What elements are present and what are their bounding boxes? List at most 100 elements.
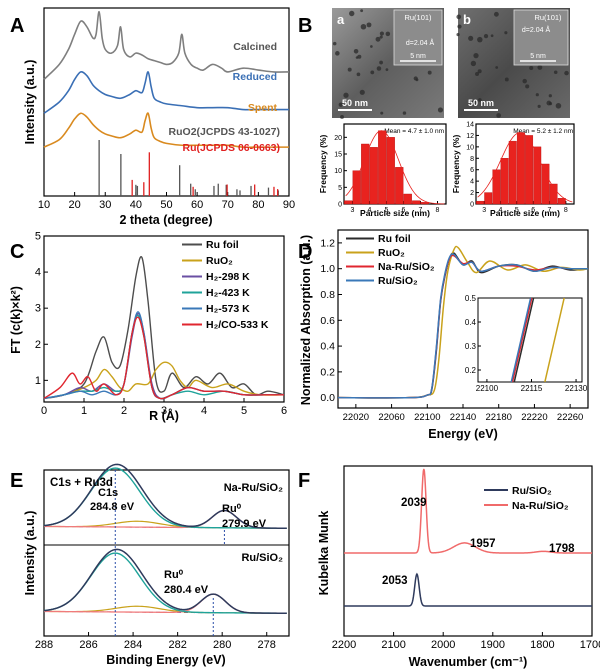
ru-nanoparticle <box>379 60 383 65</box>
panel-c-ytick-label: 2 <box>35 339 41 351</box>
panel-d-xtick-label: 22060 <box>378 412 404 423</box>
histogram-b-ylabel: Frequency (%) <box>451 135 461 194</box>
ru-nanoparticle <box>490 34 494 38</box>
hist-xtick-label: 5 <box>515 207 519 214</box>
inset-edge-line <box>513 297 535 383</box>
panel-c-ytick-label: 4 <box>35 267 41 279</box>
panel-e-title: C1s + Ru3d <box>50 477 113 489</box>
xanes-curve <box>337 245 589 399</box>
ru-nanoparticle <box>343 92 349 98</box>
hrtem-inset-a <box>393 9 443 66</box>
ru-nanoparticle <box>495 66 499 69</box>
ru-nanoparticle <box>496 113 501 118</box>
panel-a-xtick-label: 20 <box>69 199 81 211</box>
scalebar-small-label-b: 5 nm <box>530 53 546 60</box>
panel-e-xtick-label: 284 <box>124 639 142 651</box>
ru-nanoparticle <box>366 22 372 28</box>
xrd-pattern-spent <box>43 112 289 149</box>
lattice-plane-label-a: Ru(101) <box>404 13 432 22</box>
panel-c-exafs-chart: 0 1 2 3 4 5 6 1 2 3 4 5 Ru foil RuO₂ H₂-298 K H₂-423 K… <box>9 231 287 424</box>
ru-nanoparticle <box>385 68 389 72</box>
hist-xtick-label: 7 <box>419 207 423 214</box>
histogram-bar <box>476 200 485 205</box>
ru-nanoparticle <box>504 31 508 35</box>
xanes-curve <box>337 253 589 399</box>
ref-label-ruo2: RuO2(JCPDS 43-1027) <box>169 126 280 138</box>
panel-e-ylabel: Intensity (a.u.) <box>23 511 37 596</box>
xps-envelope <box>43 463 287 530</box>
hist-ytick-label: 0 <box>338 202 342 209</box>
panel-c-ytick-label: 1 <box>35 375 41 387</box>
ru-nanoparticle <box>379 35 383 39</box>
panel-e-xps-chart: 288 286 284 282 280 278 C1s + Ru3d Na-Ru/SiO₂… <box>23 463 290 667</box>
histogram-fit-curve <box>345 130 445 205</box>
ru-nanoparticle <box>457 24 462 29</box>
panel-e-xtick-label: 278 <box>258 639 276 651</box>
ru-nanoparticle <box>470 60 477 67</box>
ru-nanoparticle <box>437 107 444 113</box>
panel-d-xanes-chart: 22020 22060 22100 22140 22180 22220 22260 0.0 0.… <box>299 229 589 441</box>
panel-f-frame <box>343 465 593 637</box>
peak-label-2053: 2053 <box>382 575 408 587</box>
drifts-curve-ru-sio2 <box>344 572 592 607</box>
ru-top-value: 279.9 eV <box>222 518 267 530</box>
inset-ytick-label: 0.5 <box>465 294 477 303</box>
c1s-label: C1s <box>98 487 118 499</box>
legend-label: Ru/SiO₂ <box>512 485 552 497</box>
panel-d-ylabel: Normalized Absorption (a.u.) <box>299 235 313 405</box>
hrtem-inset-b <box>513 9 569 66</box>
ru-nanoparticle <box>413 76 418 81</box>
hist-ytick-label: 0 <box>470 202 474 209</box>
panel-letter-f: F <box>298 470 310 492</box>
xps-envelope <box>43 548 287 615</box>
legend-label: H₂-298 K <box>206 271 250 283</box>
tem-sublabel-a: a <box>337 12 345 27</box>
series-label-calcined: Calcined <box>233 41 277 53</box>
panel-letter-a: A <box>10 15 24 37</box>
ru-nanoparticle <box>360 9 364 13</box>
histogram-bar <box>378 130 387 205</box>
panel-a-xtick-label: 40 <box>130 199 142 211</box>
histogram-b-frame <box>475 123 575 205</box>
inset-xtick-label: 22130 <box>565 384 588 393</box>
legend-label: RuO₂ <box>378 247 405 259</box>
histogram-bar <box>484 192 493 205</box>
histogram-bar <box>549 183 558 205</box>
hist-ytick-label: 6 <box>470 167 474 174</box>
ru-nanoparticle <box>546 100 552 106</box>
panel-c-xtick-label: 1 <box>81 405 87 417</box>
ru-nanoparticle <box>493 11 499 17</box>
c1s-value: 284.8 eV <box>90 501 135 513</box>
inset-edge-line <box>544 297 565 383</box>
histogram-a-xlabel: Particle size (nm) <box>360 208 430 218</box>
histogram-a-frame <box>343 123 447 205</box>
ru-nanoparticle <box>375 36 381 42</box>
hist-ytick-label: 10 <box>334 168 342 175</box>
ru-nanoparticle <box>537 65 543 70</box>
panel-f-xtick-label: 1800 <box>530 639 554 651</box>
panel-c-xtick-label: 0 <box>41 405 47 417</box>
ru-nanoparticle <box>359 89 365 95</box>
peak-label-2039: 2039 <box>401 497 427 509</box>
hist-xtick-label: 4 <box>499 207 503 214</box>
panel-f-xtick-label: 1700 <box>580 639 600 651</box>
inset-xtick-label: 22115 <box>521 384 543 393</box>
panel-d-ytick-label: 0.6 <box>320 315 335 327</box>
hist-xtick-label: 6 <box>402 207 406 214</box>
ru-top-label: Ru⁰ <box>222 503 242 515</box>
inset-edge-line <box>510 297 532 383</box>
legend-label: Ru foil <box>206 239 239 251</box>
histogram-bar <box>420 202 429 205</box>
histogram-fit-curve <box>477 132 573 203</box>
histogram-bar <box>557 198 566 205</box>
hist-ytick-label: 5 <box>338 185 342 192</box>
panel-c-xtick-label: 2 <box>121 405 127 417</box>
panel-c-xtick-label: 3 <box>161 405 167 417</box>
ru-nanoparticle <box>537 104 541 108</box>
scalebar-small-label-a: 5 nm <box>410 53 426 60</box>
panel-e-xtick-label: 286 <box>79 639 97 651</box>
ru-nanoparticle <box>340 115 344 119</box>
panel-d-ytick-label: 0.0 <box>320 392 335 404</box>
panel-f-xtick-label: 2100 <box>381 639 405 651</box>
histogram-bar <box>500 158 509 205</box>
